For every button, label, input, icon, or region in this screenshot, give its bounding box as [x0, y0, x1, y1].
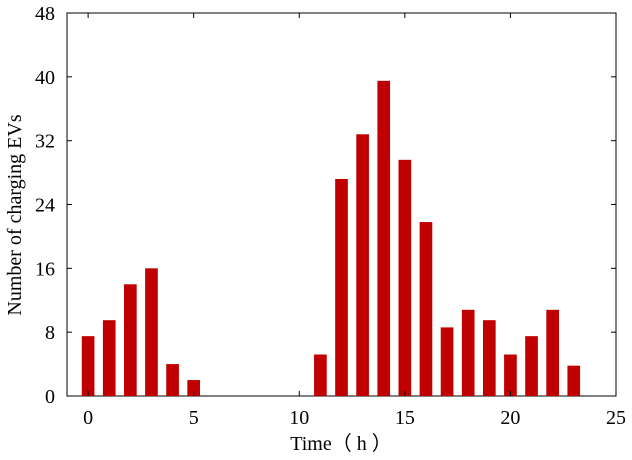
bar-hour-19	[482, 320, 496, 396]
bar-hour-13	[356, 134, 369, 396]
x-tick-label-25: 25	[606, 407, 626, 429]
bar-hour-0	[81, 336, 95, 396]
x-tick-label-0: 0	[83, 407, 93, 429]
y-tick-label-16: 16	[35, 258, 55, 280]
y-axis-label: Number of charging EVs	[4, 114, 26, 315]
bar-hour-2	[124, 284, 137, 396]
x-axis-label: Time（ h ）	[290, 432, 392, 455]
bar-hour-22	[546, 309, 559, 396]
y-tick-label-32: 32	[35, 131, 55, 153]
x-tick-label-15: 15	[395, 407, 415, 429]
x-tick-label-5: 5	[189, 407, 199, 429]
bar-hour-23	[567, 365, 581, 396]
bars-group	[81, 80, 581, 396]
bar-hour-4	[166, 364, 179, 396]
bar-hour-12	[335, 178, 348, 396]
bar-hour-5	[187, 380, 201, 396]
y-tick-label-24: 24	[35, 195, 55, 217]
y-tick-label-8: 8	[45, 322, 55, 344]
bar-hour-16	[419, 222, 433, 396]
bar-hour-21	[525, 336, 538, 396]
bar-hour-14	[377, 80, 391, 396]
y-ticks-group: 0 8 16 24 32 40 48	[35, 3, 616, 408]
bar-hour-15	[398, 159, 412, 396]
bar-hour-3	[145, 268, 158, 396]
bar-hour-18	[461, 309, 475, 396]
y-tick-label-0: 0	[45, 386, 55, 408]
x-tick-label-10: 10	[289, 407, 309, 429]
bar-hour-1	[102, 320, 116, 396]
bar-hour-11	[314, 354, 327, 396]
bar-hour-17	[440, 327, 454, 396]
y-tick-label-48: 48	[35, 3, 55, 25]
y-tick-label-40: 40	[35, 67, 55, 89]
x-tick-label-20: 20	[500, 407, 520, 429]
x-ticks-group: 0 5 10 15 20 25	[83, 13, 626, 429]
bar-hour-20	[504, 354, 517, 396]
